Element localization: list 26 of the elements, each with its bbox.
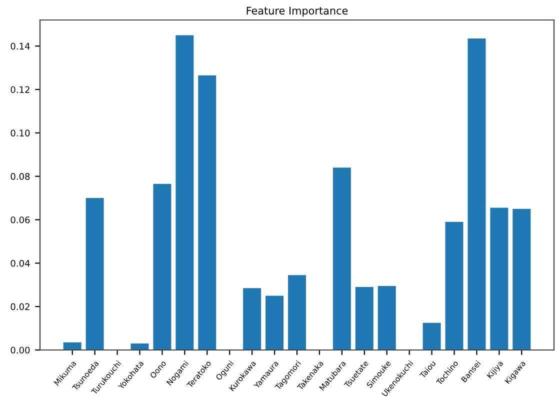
bar bbox=[512, 208, 531, 350]
bar bbox=[490, 208, 508, 350]
bar bbox=[86, 198, 104, 350]
bar bbox=[468, 38, 486, 350]
y-tick-label: 0.14 bbox=[10, 42, 30, 50]
bar bbox=[243, 288, 262, 350]
bar bbox=[130, 343, 149, 350]
bar bbox=[332, 168, 351, 350]
bar bbox=[355, 287, 374, 350]
y-tick-label: 0.02 bbox=[10, 303, 30, 310]
bar bbox=[266, 296, 284, 350]
y-tick-label: 0.12 bbox=[10, 86, 30, 94]
y-tick-label: 0.04 bbox=[10, 260, 30, 267]
bar bbox=[378, 286, 396, 350]
bar bbox=[153, 184, 172, 350]
bar bbox=[63, 342, 82, 350]
bar bbox=[422, 322, 441, 350]
bar bbox=[445, 222, 464, 350]
bar bbox=[176, 35, 194, 350]
y-tick-label: 0.06 bbox=[10, 216, 30, 224]
chart-title: Feature Importance bbox=[246, 6, 348, 17]
y-tick-label: 0.10 bbox=[10, 130, 30, 136]
y-tick-label: 0.00 bbox=[10, 346, 30, 354]
y-tick-label: 0.08 bbox=[10, 173, 30, 180]
bar bbox=[198, 75, 216, 350]
bar bbox=[288, 275, 306, 350]
